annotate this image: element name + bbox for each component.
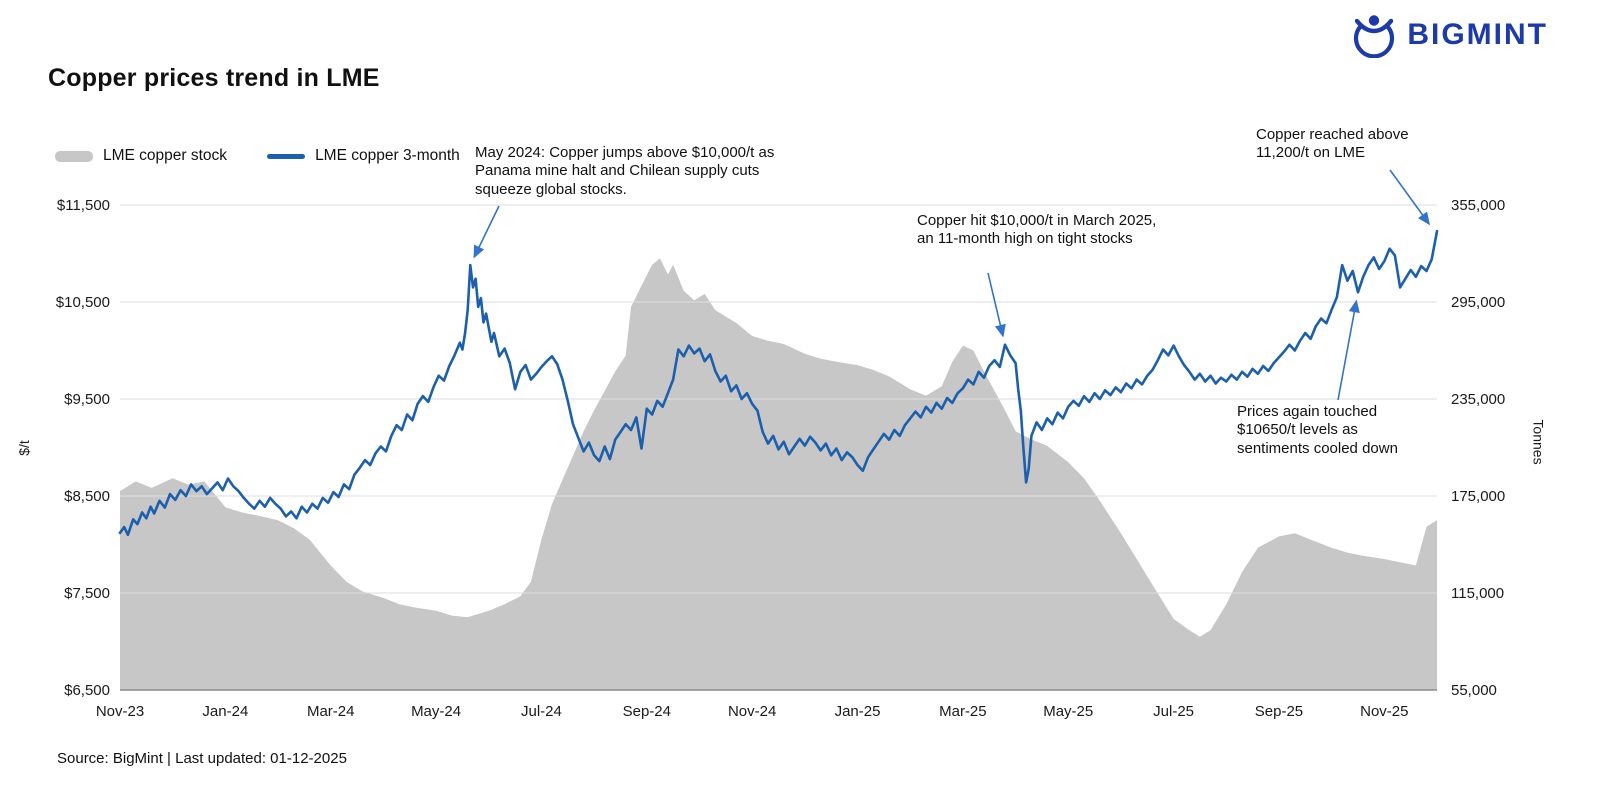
source-note: Source: BigMint | Last updated: 01-12-20… bbox=[57, 750, 347, 767]
svg-text:Jan-24: Jan-24 bbox=[202, 703, 248, 720]
svg-text:May-24: May-24 bbox=[411, 703, 461, 720]
bigmint-logo-icon bbox=[1351, 12, 1397, 58]
svg-text:Mar-25: Mar-25 bbox=[939, 703, 987, 720]
annotation-11200-peak: Copper reached above 11,200/t on LME bbox=[1256, 126, 1409, 162]
bigmint-logo: BIGMINT bbox=[1351, 12, 1548, 58]
svg-text:55,000: 55,000 bbox=[1451, 682, 1497, 699]
svg-text:$11,500: $11,500 bbox=[57, 197, 110, 214]
bigmint-logo-text: BIGMINT bbox=[1407, 18, 1548, 51]
right-axis-title: Tonnes bbox=[1530, 419, 1547, 465]
svg-text:355,000: 355,000 bbox=[1451, 197, 1505, 214]
svg-text:Jan-25: Jan-25 bbox=[835, 703, 881, 720]
left-axis-title: $/t bbox=[15, 440, 32, 456]
svg-text:May-25: May-25 bbox=[1043, 703, 1093, 720]
svg-text:$7,500: $7,500 bbox=[64, 585, 110, 602]
legend-label-stock: LME copper stock bbox=[103, 147, 228, 164]
svg-text:295,000: 295,000 bbox=[1451, 294, 1505, 311]
svg-text:$9,500: $9,500 bbox=[64, 391, 110, 408]
svg-text:235,000: 235,000 bbox=[1451, 391, 1505, 408]
svg-text:Jul-24: Jul-24 bbox=[521, 703, 562, 720]
legend-item-stock: LME copper stock bbox=[55, 147, 227, 165]
svg-text:115,000: 115,000 bbox=[1451, 585, 1504, 602]
legend-item-price: LME copper 3-month bbox=[267, 147, 460, 165]
page-title: Copper prices trend in LME bbox=[48, 64, 380, 92]
svg-text:Nov-24: Nov-24 bbox=[728, 703, 776, 720]
chart-legend: LME copper stock LME copper 3-month bbox=[55, 147, 460, 165]
svg-text:Mar-24: Mar-24 bbox=[307, 703, 355, 720]
legend-label-price: LME copper 3-month bbox=[315, 147, 460, 164]
svg-text:Nov-23: Nov-23 bbox=[96, 703, 144, 720]
svg-text:Jul-25: Jul-25 bbox=[1153, 703, 1194, 720]
svg-text:175,000: 175,000 bbox=[1451, 488, 1505, 505]
svg-text:Nov-25: Nov-25 bbox=[1360, 703, 1408, 720]
svg-text:$10,500: $10,500 bbox=[56, 294, 110, 311]
svg-text:$6,500: $6,500 bbox=[64, 682, 110, 699]
annotation-may-2024: May 2024: Copper jumps above $10,000/t a… bbox=[475, 144, 775, 198]
legend-swatch-line bbox=[267, 153, 306, 159]
annotation-march-2025: Copper hit $10,000/t in March 2025, an 1… bbox=[917, 212, 1157, 248]
legend-swatch-area bbox=[55, 150, 93, 162]
annotation-10650-dip: Prices again touched $10650/t levels as … bbox=[1237, 403, 1398, 457]
svg-text:Sep-24: Sep-24 bbox=[623, 703, 671, 720]
svg-text:Sep-25: Sep-25 bbox=[1255, 703, 1303, 720]
svg-text:$8,500: $8,500 bbox=[64, 488, 110, 505]
